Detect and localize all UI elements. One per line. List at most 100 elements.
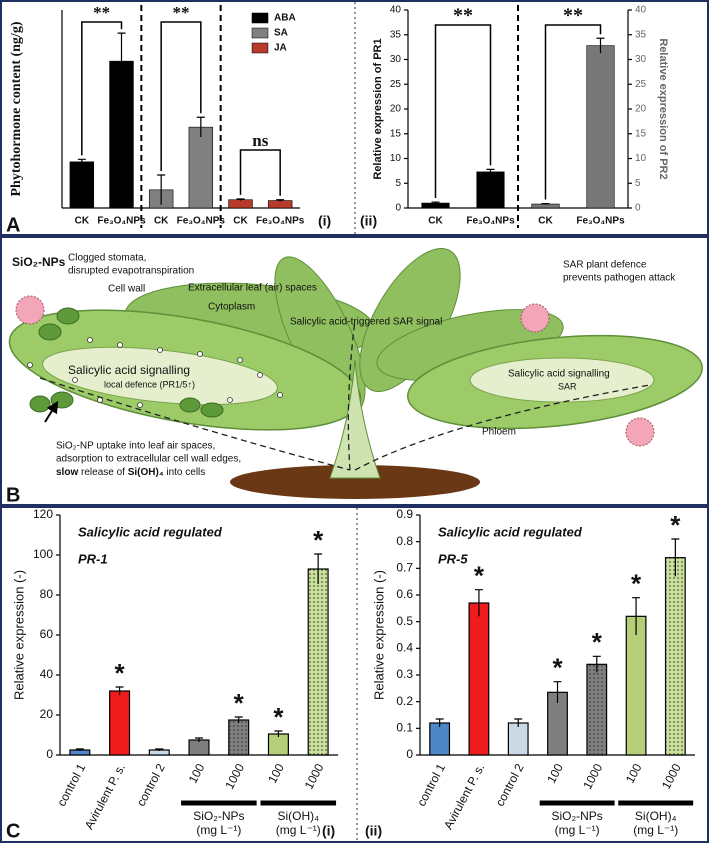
error-bar (276, 199, 285, 202)
group-unit: (mg L⁻¹) (633, 823, 678, 837)
group-label: Si(OH)₄ (635, 809, 677, 823)
y-tick-label: 20 (40, 707, 54, 721)
bar (531, 203, 560, 209)
diagram-label: local defence (PR1/5↑) (104, 379, 195, 389)
diagram-label: SiO₂-NP uptake into leaf air spaces, (56, 441, 215, 452)
y2-tick-label: 40 (635, 5, 647, 16)
bar (429, 722, 451, 756)
y-tick-label: 15 (390, 128, 402, 139)
y-tick-label: 0.3 (396, 667, 413, 681)
panel-sublabel: (i) (322, 823, 335, 839)
error-bar (196, 116, 205, 138)
diagram-label: Cytoplasm (208, 302, 255, 313)
error-bar (486, 168, 495, 175)
y-tick-label: 0 (406, 747, 413, 761)
error-bar (553, 681, 562, 703)
chart-subtitle: PR-5 (438, 551, 468, 566)
x-tick-label: 1000 (222, 761, 247, 791)
diagram-label: Salicylic acid-triggered SAR signal (290, 317, 442, 328)
bar (664, 557, 686, 756)
y-tick-label: 10 (390, 153, 402, 164)
y-axis-label: Relative expression (-) (371, 570, 386, 700)
y2-tick-label: 10 (635, 153, 647, 164)
y-tick-label: 25 (390, 79, 402, 90)
y-tick-label: 20 (390, 104, 402, 115)
y2-tick-label: 0 (635, 203, 641, 214)
bar (228, 719, 250, 756)
comparison-bracket (81, 21, 123, 156)
bar (307, 568, 329, 756)
error-bar (541, 202, 550, 205)
bar (188, 126, 214, 209)
legend-label: ABA (274, 13, 296, 24)
bar (109, 690, 131, 756)
plant-illustration (8, 248, 704, 499)
panel-sublabel: (i) (318, 213, 331, 229)
diagram-label-part: Si(OH)₄ (128, 467, 164, 478)
x-tick-label: control 1 (54, 761, 88, 808)
y-axis-label: Phytohormone content (ng/g) (9, 21, 24, 196)
y-axis-label: Relative expression (-) (11, 570, 26, 700)
diagram-label: prevents pathogen attack (563, 273, 676, 284)
group-unit: (mg L⁻¹) (555, 823, 600, 837)
comparison-label: ** (173, 3, 190, 22)
x-tick-label: control 2 (493, 761, 527, 808)
legend-swatch (251, 42, 269, 54)
y-tick-label: 30 (390, 54, 402, 65)
diagram-label: Cell wall (108, 284, 145, 295)
legend-label: SA (274, 28, 288, 39)
error-bar (115, 686, 124, 695)
y-tick-label: 0.2 (396, 694, 413, 708)
error-bar (195, 737, 203, 742)
x-tick-label: 100 (623, 761, 645, 786)
x-tick-label: CK (233, 216, 248, 227)
bar (476, 171, 505, 209)
error-bar (274, 730, 283, 737)
x-tick-label: CK (154, 216, 169, 227)
bar (267, 733, 289, 756)
y-tick-label: 60 (40, 627, 54, 641)
y-tick-label: 0.4 (396, 641, 413, 655)
significance-marker: * (631, 569, 642, 599)
diagram-label: Salicylic acid signalling (508, 369, 610, 380)
bar (267, 200, 293, 209)
comparison-label: ** (453, 5, 473, 27)
panel-frame (0, 236, 709, 506)
x-tick-label: Avirulent P. s. (441, 761, 487, 831)
group-unit: (mg L⁻¹) (196, 823, 241, 837)
legend-swatch (251, 27, 269, 39)
diagram-label: Salicylic acid signalling (68, 363, 190, 377)
error-bar (157, 174, 166, 205)
x-tick-label: Avirulent P. s. (82, 761, 128, 831)
bar (507, 722, 529, 756)
y2-tick-label: 25 (635, 79, 647, 90)
diagram-label-part: into cells (164, 467, 206, 478)
y-tick-label: 0.9 (396, 507, 413, 521)
diagram-label: Clogged stomata, (68, 253, 146, 264)
y-tick-label: 0.6 (396, 587, 413, 601)
significance-marker: * (273, 702, 284, 732)
diagram-label: Phloem (482, 427, 516, 438)
chart-subtitle: PR-1 (78, 551, 108, 566)
panel-label: B (6, 484, 20, 506)
y-tick-label: 0 (395, 203, 401, 214)
comparison-label: ns (252, 131, 268, 150)
error-bar (234, 716, 243, 723)
panel-sublabel: (ii) (365, 823, 382, 839)
comparison-bracket (239, 149, 281, 196)
y-tick-label: 5 (395, 178, 401, 189)
diagram-label: adsorption to extracellular cell wall ed… (56, 454, 241, 465)
error-bar (117, 32, 126, 90)
x-tick-label: 1000 (580, 761, 605, 791)
y-tick-label: 40 (40, 667, 54, 681)
error-bar (314, 553, 323, 584)
error-bar (514, 718, 523, 727)
significance-marker: * (234, 688, 245, 718)
x-tick-label: Fe₃O₄NPs (576, 216, 625, 227)
y2-tick-label: 30 (635, 54, 647, 65)
y-tick-label: 0.8 (396, 534, 413, 548)
bar (625, 615, 647, 756)
significance-marker: * (313, 525, 324, 555)
error-bar (596, 37, 605, 54)
diagram-label: SiO₂-NPs (12, 255, 66, 269)
